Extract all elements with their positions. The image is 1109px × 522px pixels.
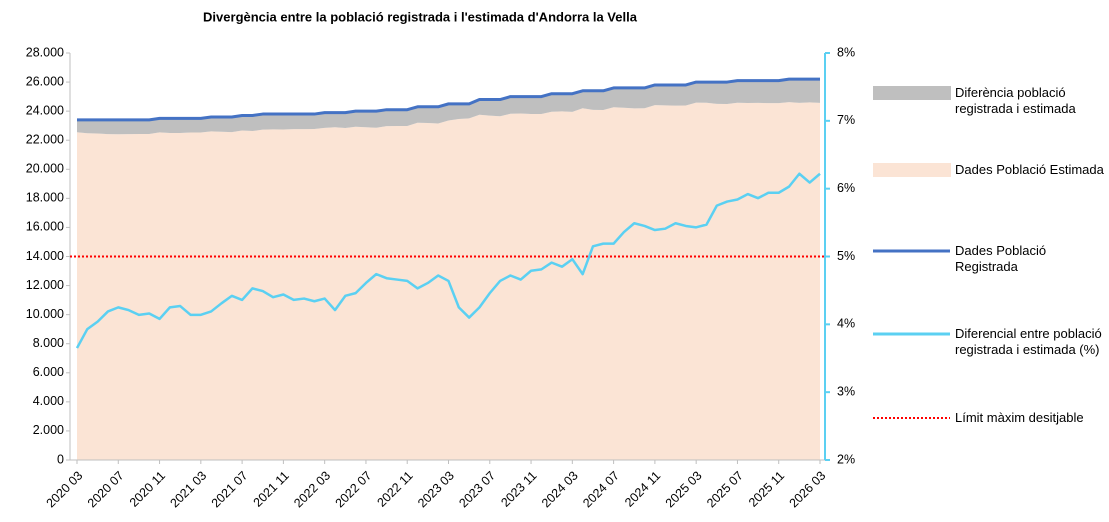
series-line (75, 172, 821, 349)
x-tick-label: 2026 03 (787, 469, 829, 511)
legend-label: Diferència població registrada i estimad… (955, 85, 1076, 116)
x-tick-label: 2020 03 (44, 469, 86, 511)
legend-label: Dades Població Estimada (955, 162, 1104, 177)
x-tick-label: 2024 07 (580, 469, 622, 511)
legend-label: Límit màxim desitjable (955, 410, 1084, 425)
difference-band (77, 79, 820, 135)
x-tick-label: 2021 03 (167, 469, 209, 511)
x-tick-label: 2024 11 (622, 469, 663, 510)
y-tick-label: 8.000 (33, 336, 64, 350)
y-tick-label: 24.000 (26, 103, 64, 117)
x-tick-label: 2025 07 (704, 469, 746, 511)
y-tick-label: 12.000 (26, 278, 64, 292)
x-tick-label: 2023 11 (498, 469, 539, 510)
y-tick-label: 16.000 (26, 220, 64, 234)
y-tick-label: 14.000 (26, 249, 64, 263)
y2-tick-label: 7% (837, 113, 855, 127)
y-tick-label: 0 (57, 452, 64, 466)
y-tick-label: 6.000 (33, 365, 64, 379)
x-tick-label: 2023 03 (415, 469, 457, 511)
x-tick-label: 2024 03 (539, 469, 581, 511)
y2-tick-label: 5% (837, 249, 855, 263)
y-tick-label: 26.000 (26, 74, 64, 88)
y2-tick-label: 6% (837, 181, 855, 195)
y-tick-label: 22.000 (26, 133, 64, 147)
y2-tick-label: 8% (837, 45, 855, 59)
x-tick-label: 2020 07 (85, 469, 127, 511)
y-tick-label: 4.000 (33, 394, 64, 408)
y2-tick-label: 2% (837, 452, 855, 466)
chart-title: Divergència entre la població registrada… (203, 9, 638, 24)
x-tick-label: 2021 07 (209, 469, 251, 511)
y2-tick-label: 4% (837, 317, 855, 331)
legend-label: Diferencial entre població registrada i … (955, 326, 1102, 357)
y-tick-label: 28.000 (26, 45, 64, 59)
y-tick-label: 18.000 (26, 191, 64, 205)
x-tick-label: 2025 11 (746, 469, 787, 510)
x-tick-label: 2022 11 (374, 469, 415, 510)
legend-swatch (873, 163, 951, 177)
y2-tick-label: 3% (837, 384, 855, 398)
x-tick-label: 2022 03 (291, 469, 333, 511)
y-tick-label: 2.000 (33, 423, 64, 437)
x-tick-label: 2023 07 (456, 469, 498, 511)
series-line (77, 77, 820, 122)
legend-label: Dades Població Registrada (955, 243, 1047, 274)
x-tick-label: 2022 07 (333, 469, 375, 511)
y-tick-label: 20.000 (26, 162, 64, 176)
x-tick-label: 2025 03 (663, 469, 705, 511)
legend-swatch (873, 86, 951, 100)
x-tick-label: 2021 11 (251, 469, 292, 510)
y-tick-label: 10.000 (26, 307, 64, 321)
x-tick-label: 2020 11 (127, 469, 168, 510)
